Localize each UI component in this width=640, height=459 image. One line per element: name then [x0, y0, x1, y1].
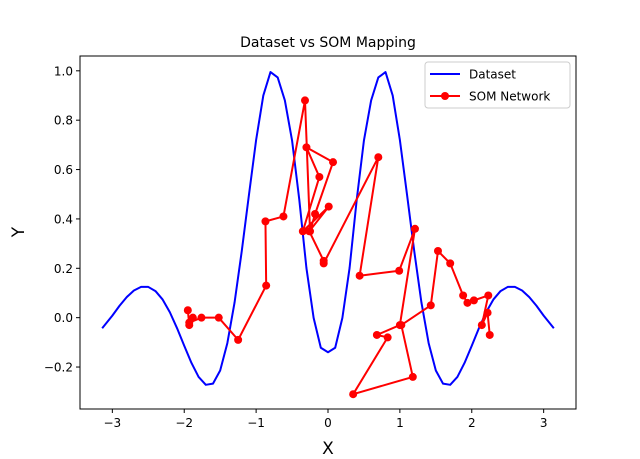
data-point-som-network — [262, 281, 271, 290]
series-line-dataset — [101, 71, 555, 386]
data-point-som-network — [395, 266, 404, 275]
data-point-som-network — [234, 335, 243, 344]
x-tick-label: 0 — [324, 416, 332, 430]
data-point-som-network — [372, 330, 381, 339]
y-axis-ticks: −0.2 0.0 0.2 0.4 0.6 0.8 1.0 — [44, 64, 80, 375]
data-point-som-network — [349, 390, 358, 399]
data-point-som-network — [329, 158, 338, 167]
data-point-som-network — [355, 271, 364, 280]
data-point-som-network — [408, 372, 417, 381]
data-point-som-network — [463, 298, 472, 307]
data-point-som-network — [446, 259, 455, 268]
plot-area — [80, 56, 576, 409]
legend-marker-som-network — [441, 92, 449, 100]
data-point-som-network — [459, 291, 468, 300]
data-point-som-network — [485, 330, 494, 339]
y-tick-label: −0.2 — [44, 361, 73, 375]
data-point-som-network — [477, 321, 486, 330]
data-point-som-network — [305, 227, 314, 236]
data-point-som-network — [484, 291, 493, 300]
data-point-som-network — [261, 217, 270, 226]
data-point-som-network — [319, 259, 328, 268]
series-layer — [101, 71, 555, 399]
data-point-som-network — [374, 153, 383, 162]
plot-frame — [79, 55, 577, 410]
x-tick-label: 2 — [468, 416, 476, 430]
data-point-som-network — [301, 96, 309, 105]
x-tick-label: 1 — [396, 416, 404, 430]
data-point-som-network — [426, 301, 435, 310]
data-point-som-network — [397, 321, 406, 330]
data-point-som-network — [410, 224, 419, 233]
y-axis-label: Y — [9, 226, 29, 238]
data-point-som-network — [311, 209, 320, 218]
data-point-som-network — [185, 318, 194, 327]
data-point-som-network — [433, 247, 442, 256]
legend-label-som-network: SOM Network — [469, 90, 550, 104]
x-axis-label: X — [322, 439, 334, 459]
x-axis-ticks: −3 −2 −1 0 1 2 3 — [103, 409, 547, 430]
y-tick-label: 0.6 — [54, 163, 73, 177]
data-point-som-network — [279, 212, 288, 221]
data-point-som-network — [483, 308, 492, 317]
y-tick-label: 0.0 — [54, 311, 73, 325]
x-tick-label: −1 — [247, 416, 265, 430]
y-tick-label: 0.2 — [54, 262, 73, 276]
x-tick-label: −3 — [103, 416, 121, 430]
data-point-som-network — [298, 227, 307, 236]
data-point-som-network — [214, 313, 223, 322]
chart-title: Dataset vs SOM Mapping — [240, 35, 416, 51]
data-point-som-network — [469, 296, 478, 305]
data-point-som-network — [324, 202, 333, 211]
data-point-som-network — [302, 143, 311, 152]
data-point-som-network — [315, 172, 324, 181]
x-tick-label: −2 — [175, 416, 193, 430]
data-point-som-network — [383, 333, 392, 342]
y-tick-label: 0.8 — [54, 114, 73, 128]
legend-box — [424, 61, 571, 109]
data-point-som-network — [197, 313, 206, 322]
y-tick-label: 0.4 — [54, 212, 73, 226]
data-point-som-network — [183, 306, 192, 315]
y-tick-label: 1.0 — [54, 64, 73, 78]
legend-label-dataset: Dataset — [469, 68, 516, 82]
x-tick-label: 3 — [540, 416, 548, 430]
legend: Dataset SOM Network — [424, 61, 571, 109]
